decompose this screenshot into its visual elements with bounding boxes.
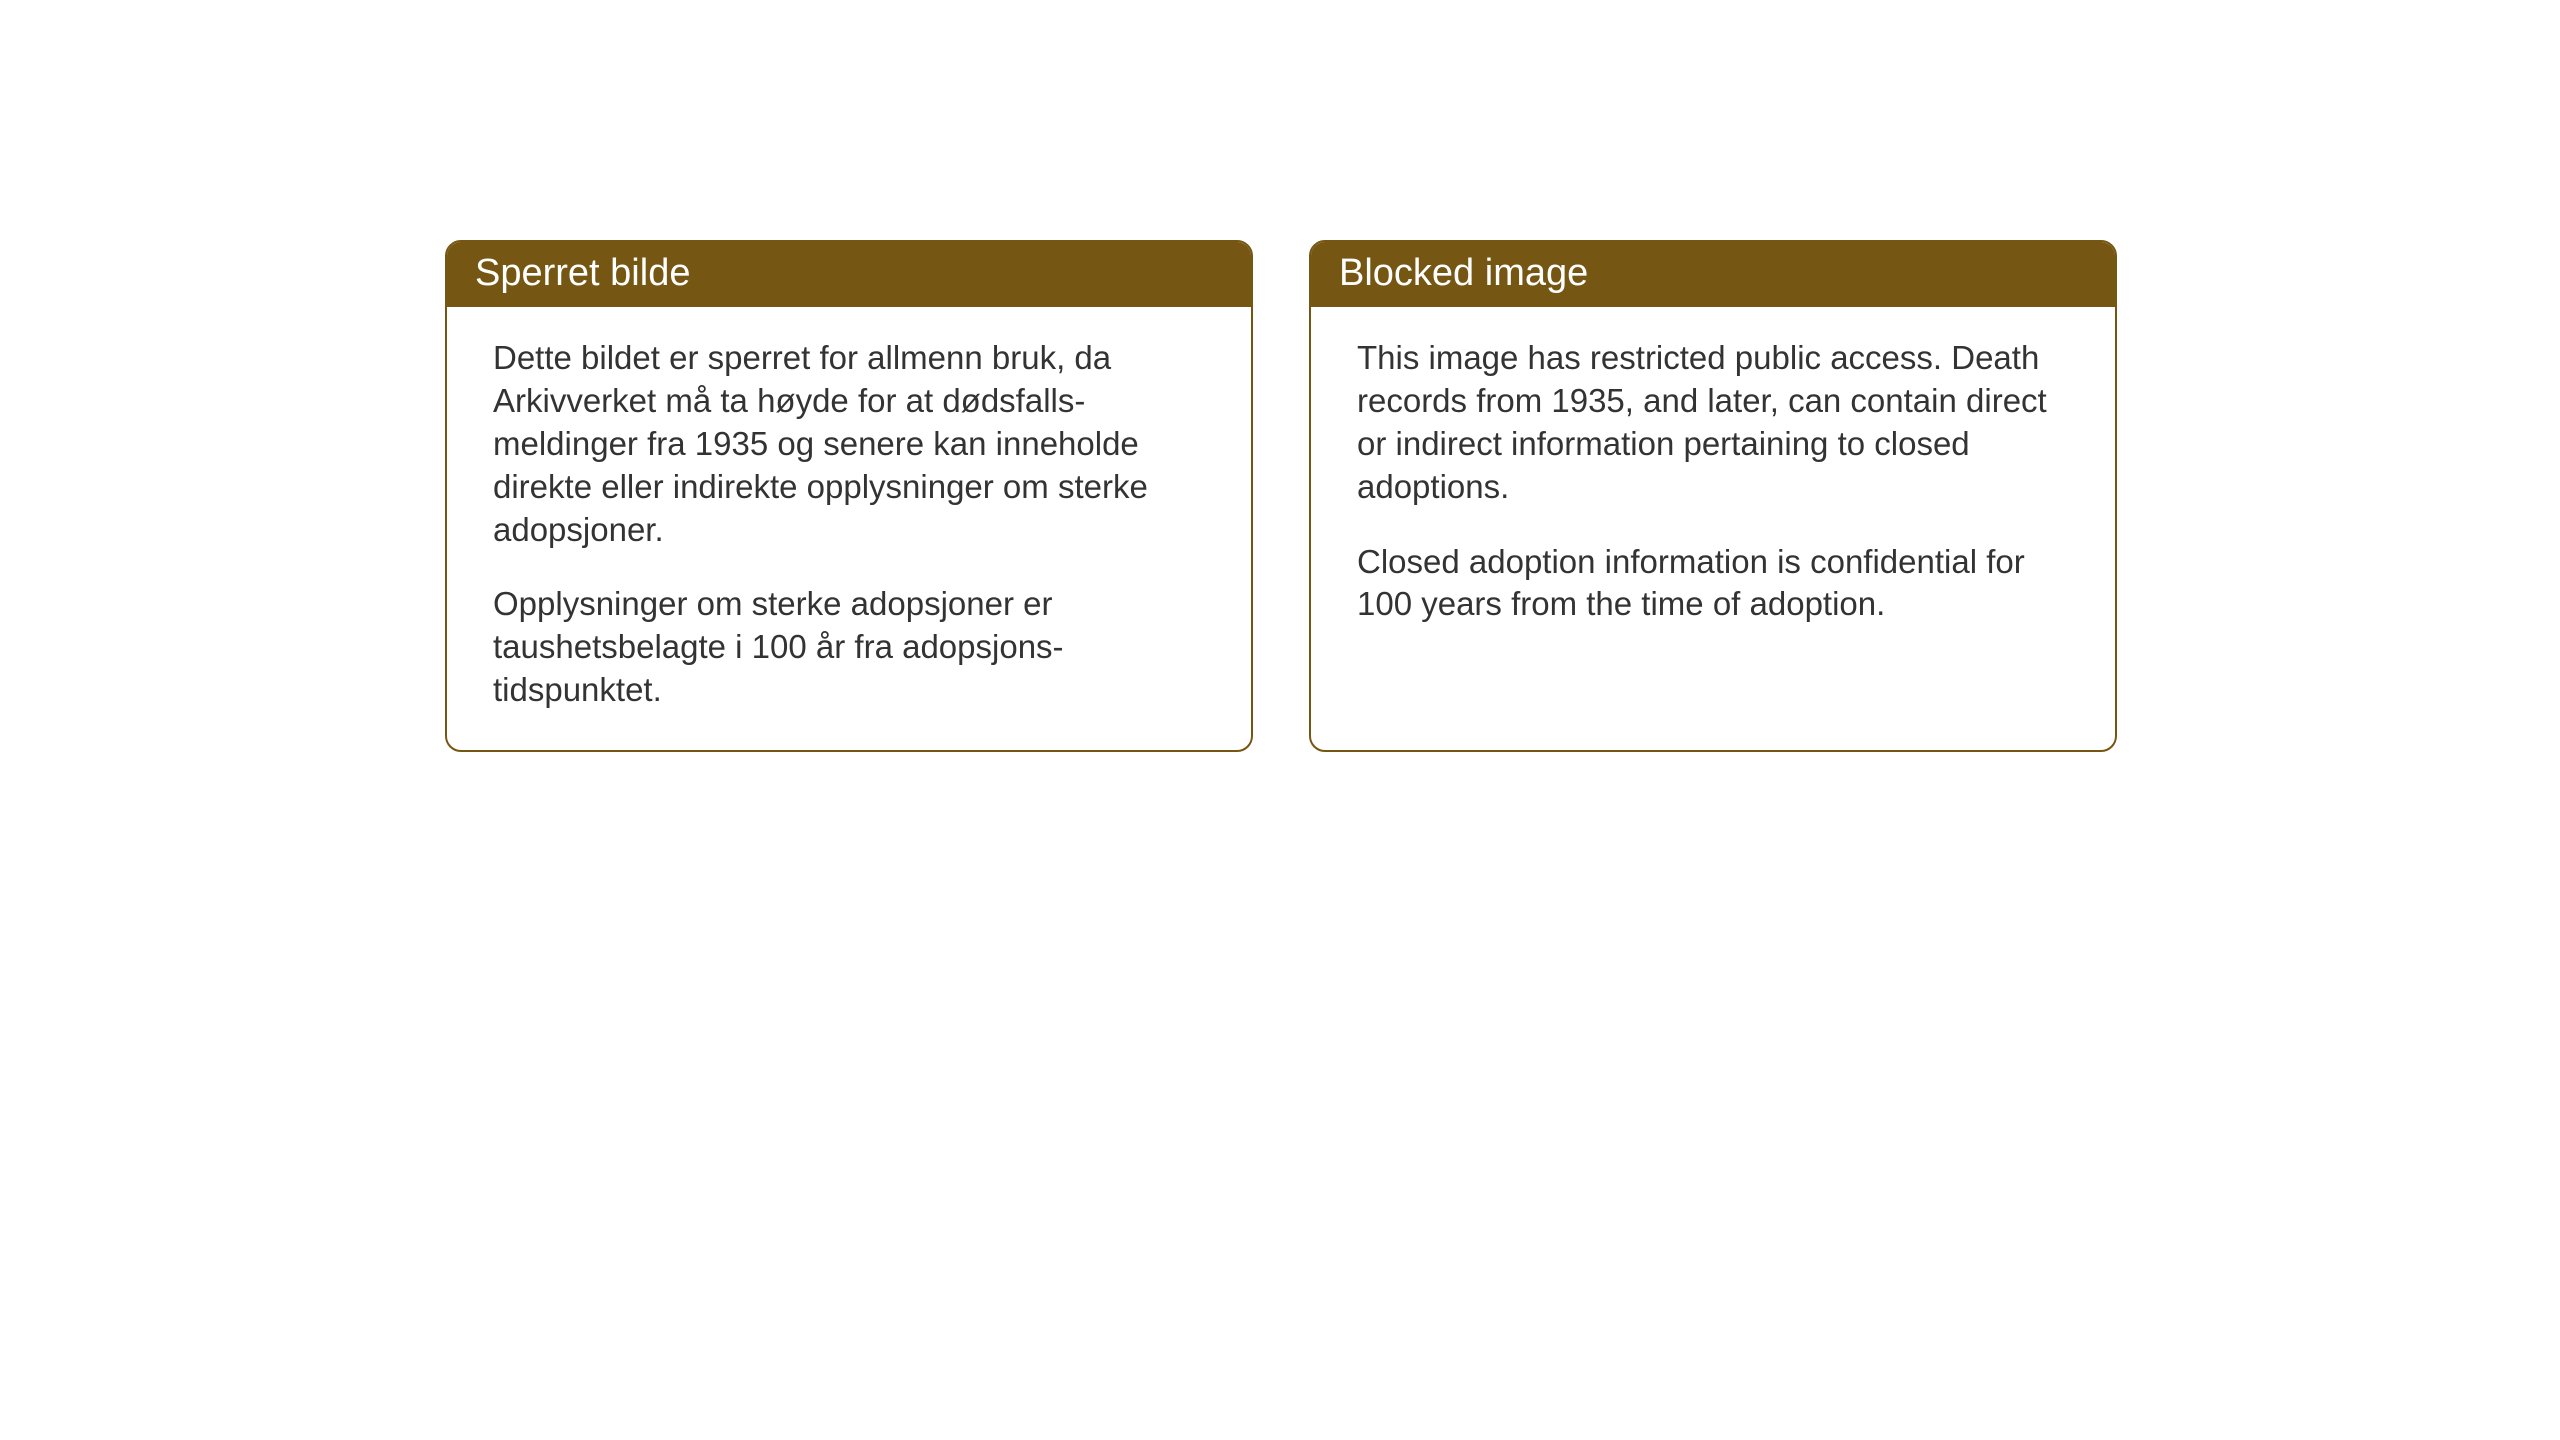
notice-card-english: Blocked image This image has restricted … [1309,240,2117,752]
card-header-norwegian: Sperret bilde [447,242,1251,307]
card-paragraph-2-english: Closed adoption information is confident… [1357,541,2069,627]
card-paragraph-2-norwegian: Opplysninger om sterke adopsjoner er tau… [493,583,1205,712]
notice-card-norwegian: Sperret bilde Dette bildet er sperret fo… [445,240,1253,752]
card-paragraph-1-norwegian: Dette bildet er sperret for allmenn bruk… [493,337,1205,551]
card-body-english: This image has restricted public access.… [1311,307,2115,664]
card-header-english: Blocked image [1311,242,2115,307]
card-paragraph-1-english: This image has restricted public access.… [1357,337,2069,509]
card-body-norwegian: Dette bildet er sperret for allmenn bruk… [447,307,1251,750]
notice-cards-container: Sperret bilde Dette bildet er sperret fo… [445,240,2117,752]
card-title-english: Blocked image [1339,252,1588,294]
card-title-norwegian: Sperret bilde [475,252,690,294]
